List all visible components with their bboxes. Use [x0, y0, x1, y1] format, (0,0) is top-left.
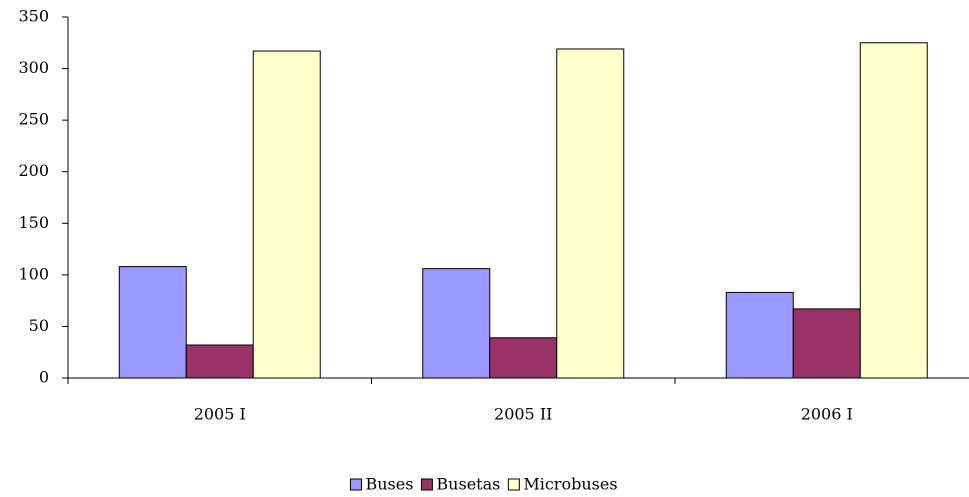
x-tick-label: 2005 II — [494, 405, 552, 424]
bar — [725, 291, 794, 379]
y-tick-label: 50 — [29, 316, 49, 335]
legend-label: Microbuses — [523, 475, 617, 494]
legend-item: Microbuses — [507, 475, 618, 494]
legend-swatch — [420, 478, 433, 491]
bar — [252, 50, 321, 379]
y-tick-label: 200 — [18, 161, 49, 180]
bar — [489, 337, 558, 379]
y-tick-label: 0 — [39, 368, 49, 387]
legend-label: Buses — [365, 475, 413, 494]
x-tick-label: 2005 I — [194, 405, 246, 424]
bar — [859, 42, 928, 379]
legend-item: Busetas — [420, 475, 500, 494]
y-tick-label: 150 — [18, 213, 49, 232]
bar — [422, 268, 491, 379]
y-tick-label: 300 — [18, 58, 49, 77]
y-tick-label: 350 — [18, 7, 49, 26]
legend-label: Busetas — [436, 475, 500, 494]
bar — [118, 266, 187, 379]
x-tick-label: 2006 I — [801, 405, 853, 424]
legend-swatch — [349, 478, 362, 491]
bar — [556, 48, 625, 379]
legend-item: Buses — [349, 475, 413, 494]
y-tick-label: 250 — [18, 110, 49, 129]
legend-swatch — [507, 478, 520, 491]
y-tick-label: 100 — [18, 264, 49, 283]
bar — [792, 308, 861, 379]
bar — [185, 344, 254, 379]
